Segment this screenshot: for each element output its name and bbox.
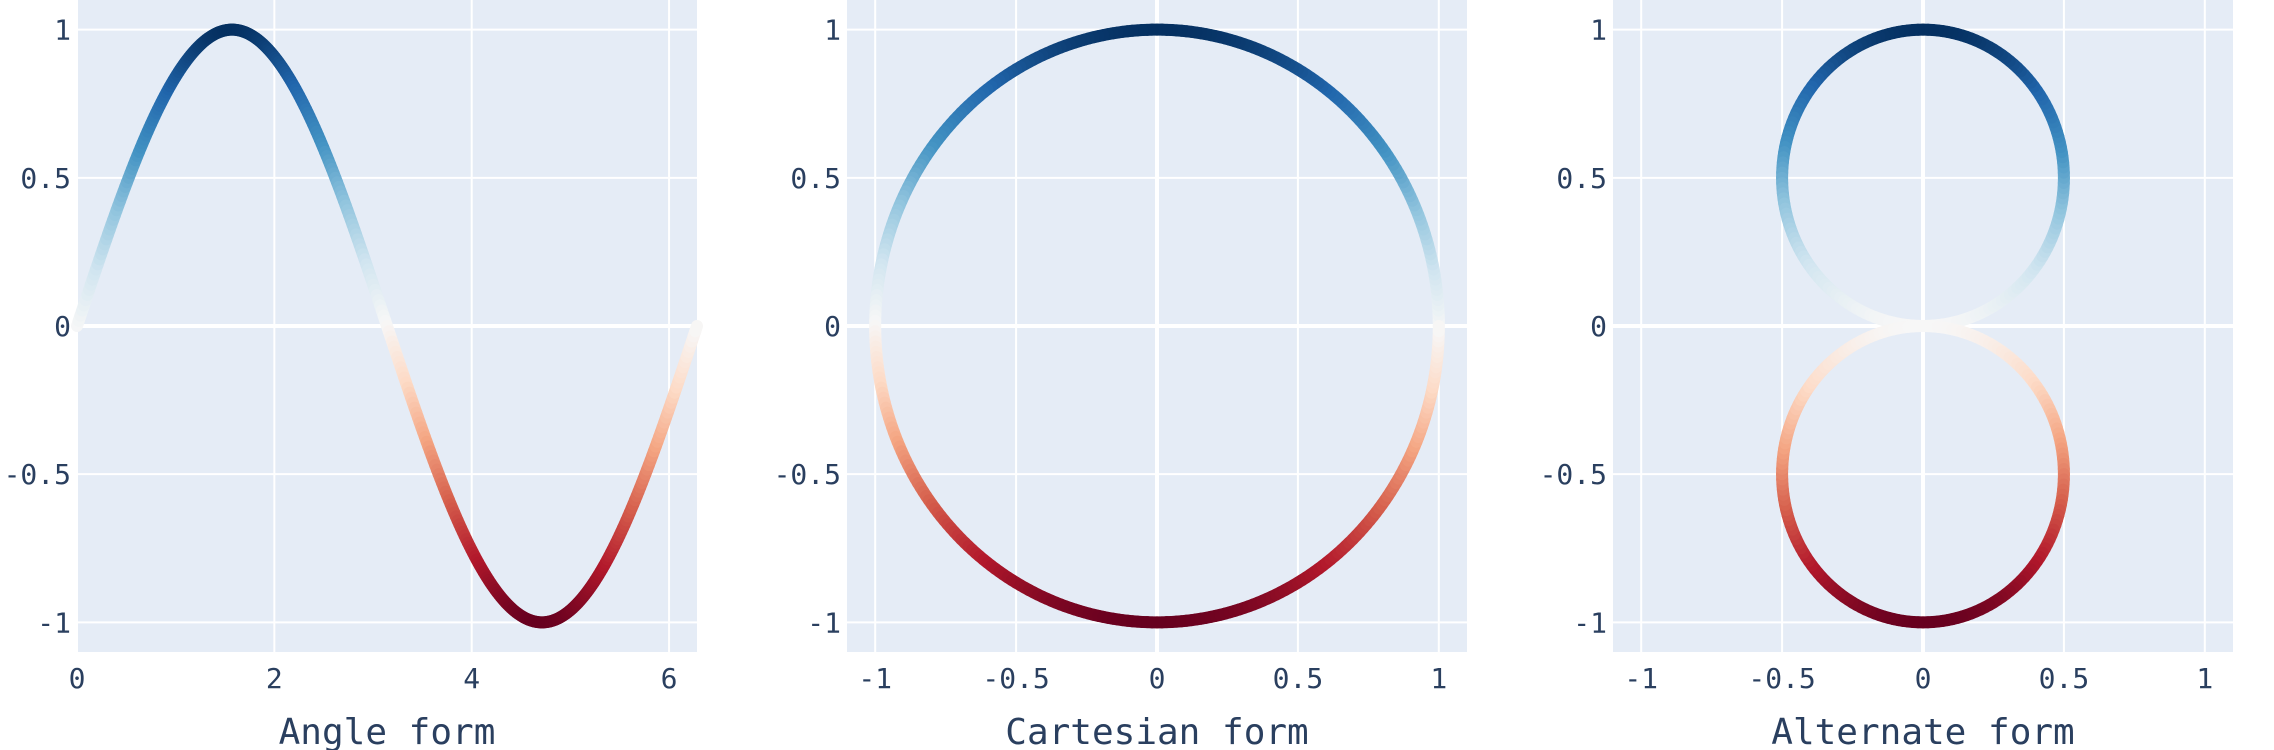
curve-segment bbox=[689, 320, 703, 338]
x-tick-label: 1 bbox=[2196, 662, 2213, 695]
y-tick-label: 0 bbox=[54, 310, 71, 343]
y-tick-label: 0 bbox=[824, 310, 841, 343]
y-tick-label: -1 bbox=[1573, 606, 1607, 639]
x-tick-label: 0 bbox=[1149, 662, 1166, 695]
x-tick-label: 0 bbox=[69, 662, 86, 695]
y-tick-label: -0.5 bbox=[4, 458, 71, 491]
y-tick-label: 1 bbox=[1590, 14, 1607, 47]
x-tick-labels-alternate: -1 -0.5 0 0.5 1 bbox=[1624, 662, 2213, 695]
y-tick-label: 0 bbox=[1590, 310, 1607, 343]
y-tick-label: -1 bbox=[807, 606, 841, 639]
y-tick-label: 1 bbox=[824, 14, 841, 47]
y-tick-label: 1 bbox=[54, 14, 71, 47]
y-tick-labels-cartesian: -1 -0.5 0 0.5 1 bbox=[774, 14, 841, 640]
curve-angle bbox=[71, 23, 703, 629]
x-tick-labels-cartesian: -1 -0.5 0 0.5 1 bbox=[858, 662, 1447, 695]
x-tick-label: 1 bbox=[1430, 662, 1447, 695]
x-axis-title-cartesian: Cartesian form bbox=[1005, 712, 1308, 750]
curve-cartesian bbox=[869, 23, 1445, 629]
x-tick-label: -0.5 bbox=[982, 662, 1049, 695]
x-tick-label: 0.5 bbox=[1273, 662, 1324, 695]
y-tick-label: 0.5 bbox=[790, 162, 841, 195]
x-tick-labels-angle: 0 2 4 6 bbox=[69, 662, 678, 695]
x-tick-label: 2 bbox=[266, 662, 283, 695]
x-tick-label: 0 bbox=[1915, 662, 1932, 695]
gridlines-angle bbox=[76, 0, 697, 652]
y-tick-label: -0.5 bbox=[774, 458, 841, 491]
x-tick-label: 0.5 bbox=[2039, 662, 2090, 695]
y-tick-label: -1 bbox=[37, 606, 71, 639]
x-axis-title-angle: Angle form bbox=[279, 712, 496, 750]
subplot-angle-form: 0 2 4 6 -1 -0.5 0 0.5 1 Angle form bbox=[4, 0, 703, 750]
subplot-alternate-form: -1 -0.5 0 0.5 1 -1 -0.5 0 0.5 1 Alternate form bbox=[1540, 0, 2233, 750]
x-tick-label: 4 bbox=[463, 662, 480, 695]
x-tick-label: -0.5 bbox=[1748, 662, 1815, 695]
y-tick-labels-alternate: -1 -0.5 0 0.5 1 bbox=[1540, 14, 1607, 640]
y-tick-label: 0.5 bbox=[1556, 162, 1607, 195]
y-tick-label: -0.5 bbox=[1540, 458, 1607, 491]
curve-alternate bbox=[1776, 23, 2070, 629]
x-axis-title-alternate: Alternate form bbox=[1771, 712, 2074, 750]
x-tick-label: -1 bbox=[858, 662, 892, 695]
x-tick-label: -1 bbox=[1624, 662, 1658, 695]
y-tick-labels-angle: -1 -0.5 0 0.5 1 bbox=[4, 14, 71, 640]
x-tick-label: 6 bbox=[661, 662, 678, 695]
subplot-cartesian-form: -1 -0.5 0 0.5 1 -1 -0.5 0 0.5 1 Cartesian form bbox=[774, 0, 1467, 750]
y-tick-label: 0.5 bbox=[20, 162, 71, 195]
